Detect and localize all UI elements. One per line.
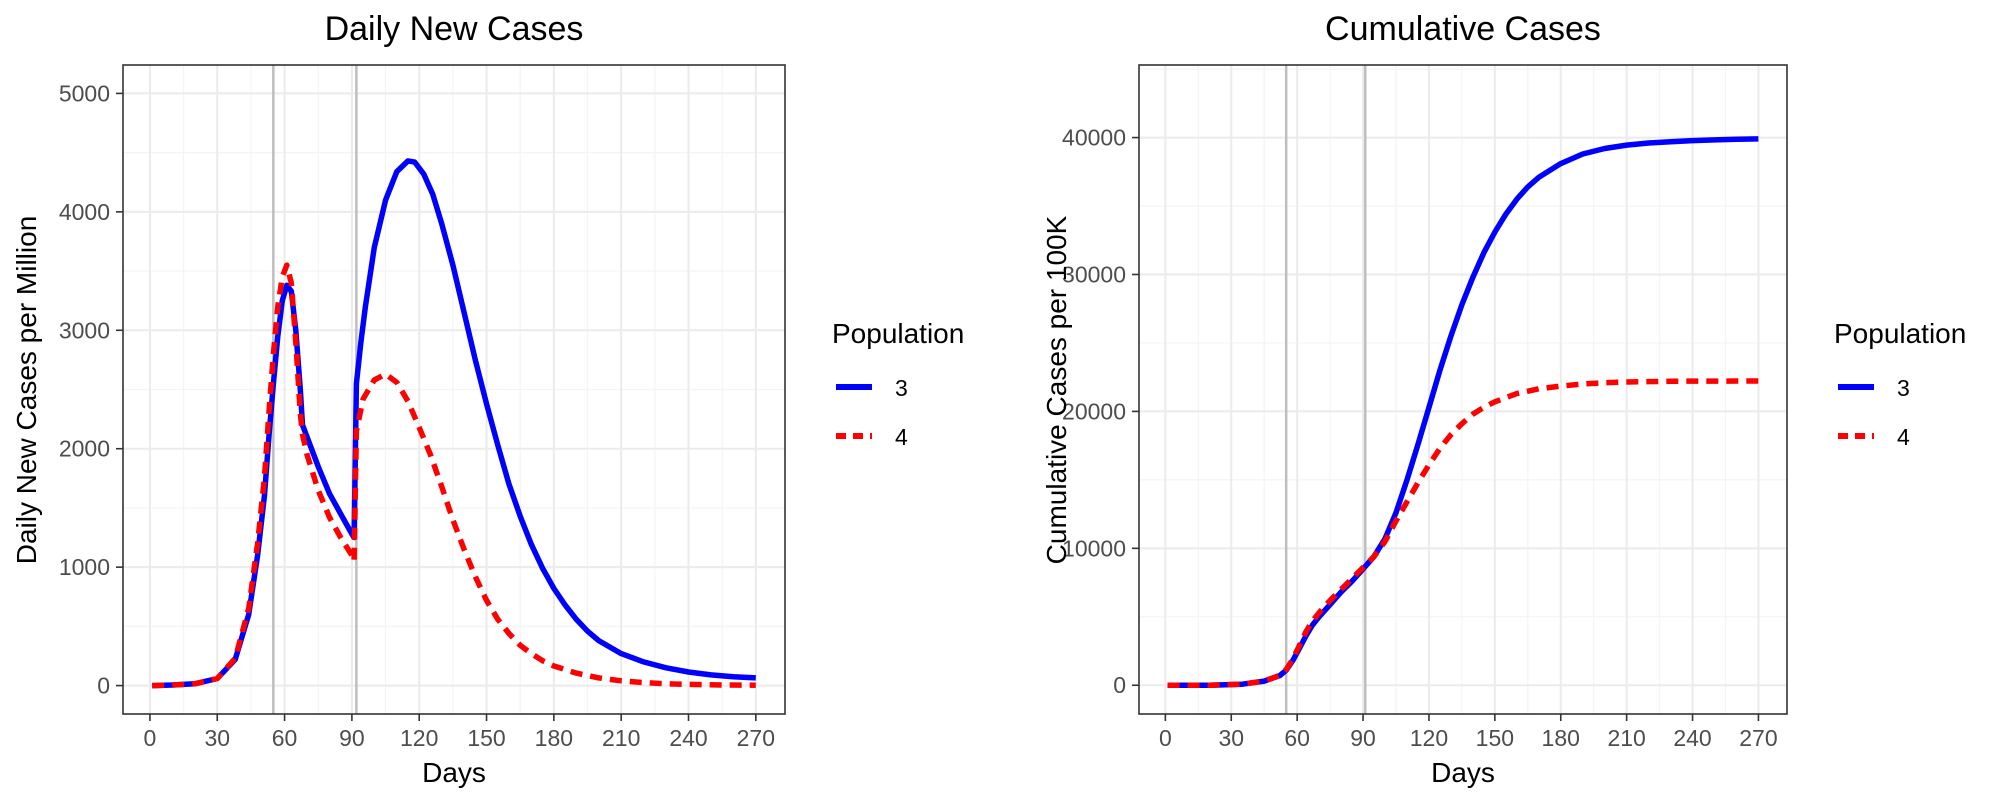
y-tick-label: 3000: [59, 317, 110, 343]
chart-title: Cumulative Cases: [1325, 10, 1601, 48]
y-axis-title: Daily New Cases per Million: [11, 216, 42, 565]
axis-ticks: 0 30 60 90 120 150 180 210 240 270 0 1000 2000 3000 40…: [59, 80, 775, 751]
x-tick-label: 210: [602, 725, 640, 751]
x-axis-title: Days: [422, 757, 486, 788]
chart-title: Daily New Cases: [325, 10, 584, 48]
plot-panel: [1138, 64, 1788, 715]
series-line-4: [152, 262, 756, 689]
x-tick-label: 120: [1410, 725, 1448, 751]
legend-title: Population: [832, 318, 964, 349]
grid: [1139, 65, 1787, 714]
series-line-4: [1167, 378, 1759, 688]
reference-lines: [1284, 65, 1367, 714]
series-lines: [1167, 136, 1759, 688]
y-tick-label: 20000: [1062, 398, 1126, 424]
x-tick-label: 180: [535, 725, 573, 751]
x-tick-label: 120: [400, 725, 438, 751]
x-tick-label: 0: [144, 725, 157, 751]
x-tick-label: 30: [1218, 725, 1244, 751]
y-tick-label: 2000: [59, 436, 110, 462]
x-tick-label: 0: [1159, 725, 1172, 751]
legend-label-3: 3: [1897, 375, 1910, 401]
legend-title: Population: [1834, 318, 1966, 349]
cumulative-cases-chart: Cumulative Cases 0 30 60 90 120 150 180 210 240 2…: [1041, 10, 1966, 788]
x-tick-label: 60: [1284, 725, 1310, 751]
x-tick-label: 180: [1542, 725, 1580, 751]
x-tick-label: 240: [669, 725, 707, 751]
legend-label-3: 3: [895, 375, 908, 401]
series-line-3: [152, 158, 756, 689]
legend: Population 3 4: [832, 318, 964, 450]
x-tick-label: 90: [1350, 725, 1376, 751]
y-tick-label: 1000: [59, 554, 110, 580]
axis-ticks: 0 30 60 90 120 150 180 210 240 270 0 10000 20000 3000…: [1062, 125, 1778, 751]
y-tick-label: 40000: [1062, 125, 1126, 151]
x-tick-label: 30: [204, 725, 230, 751]
legend: Population 3 4: [1834, 318, 1966, 450]
x-tick-label: 240: [1673, 725, 1711, 751]
series-lines: [152, 158, 756, 689]
grid: [123, 65, 785, 714]
x-axis-title: Days: [1431, 757, 1495, 788]
y-axis-title: Cumulative Cases per 100K: [1041, 215, 1072, 564]
y-tick-label: 5000: [59, 80, 110, 106]
x-tick-label: 90: [339, 725, 365, 751]
y-tick-label: 4000: [59, 199, 110, 225]
x-tick-label: 270: [1739, 725, 1777, 751]
y-tick-label: 10000: [1062, 535, 1126, 561]
x-tick-label: 210: [1607, 725, 1645, 751]
y-tick-label: 0: [97, 673, 110, 699]
x-tick-label: 60: [272, 725, 298, 751]
x-tick-label: 150: [1476, 725, 1514, 751]
x-tick-label: 150: [467, 725, 505, 751]
legend-label-4: 4: [1897, 424, 1910, 450]
plot-panel: [122, 64, 786, 715]
legend-label-4: 4: [895, 424, 908, 450]
daily-new-cases-chart: Daily New Cases 0 30 60 90 120 150 180 210 240 27…: [11, 10, 964, 788]
y-tick-label: 0: [1113, 672, 1126, 698]
x-tick-label: 270: [737, 725, 775, 751]
y-tick-label: 30000: [1062, 261, 1126, 287]
